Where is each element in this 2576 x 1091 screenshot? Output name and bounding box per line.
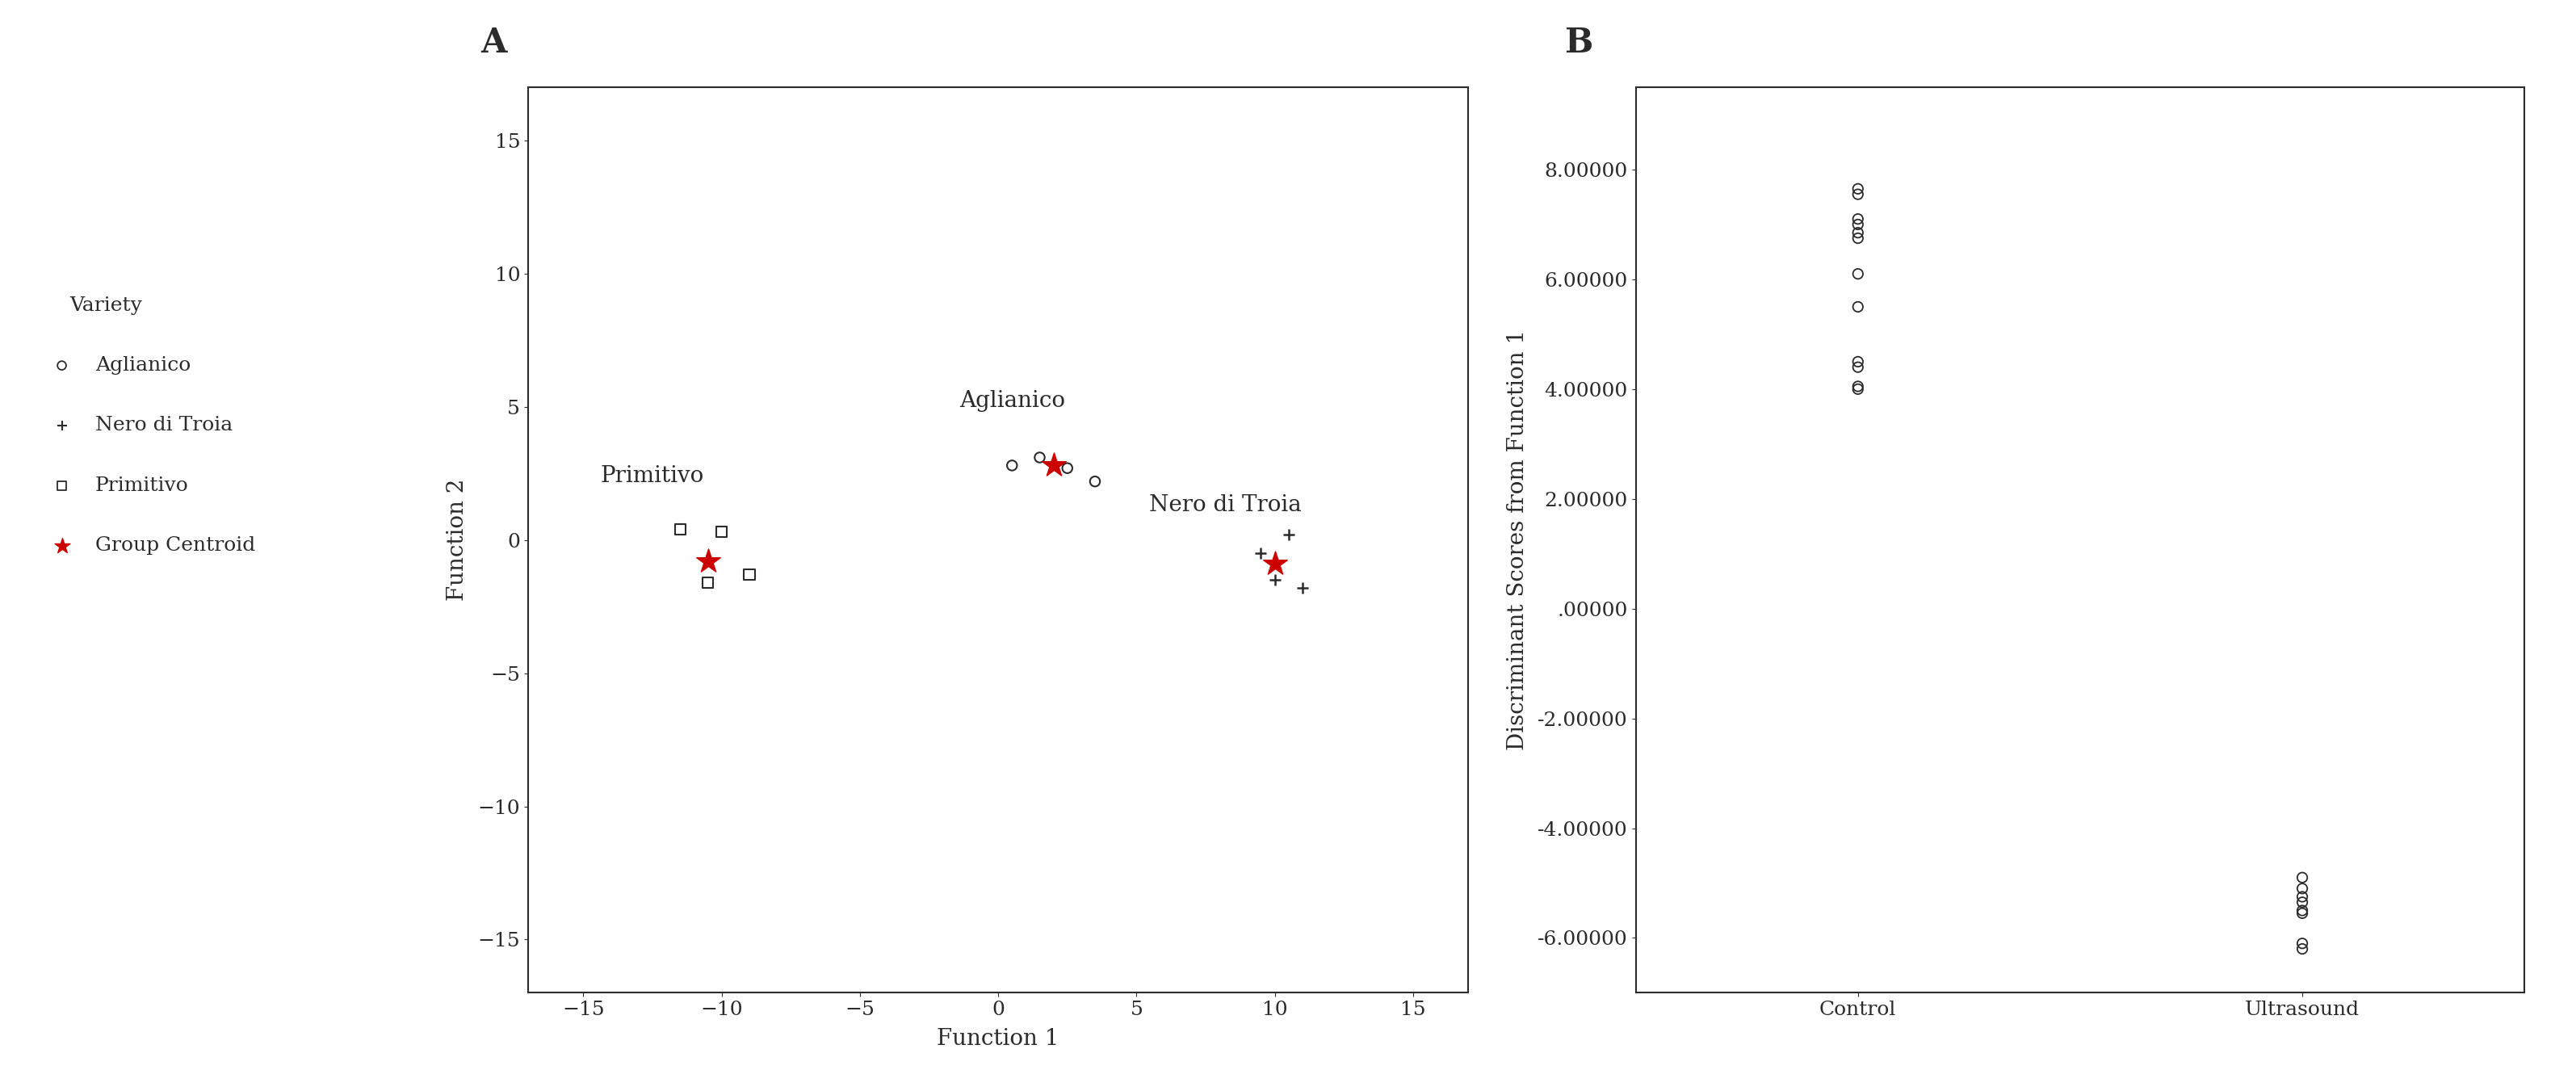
Point <box>2282 902 2324 920</box>
Point <box>1837 381 1878 398</box>
Point <box>1239 544 1280 562</box>
Point <box>2282 904 2324 922</box>
Text: Aglianico: Aglianico <box>95 356 191 375</box>
Point <box>1837 180 1878 197</box>
Point <box>1020 448 1061 466</box>
Point <box>41 417 82 434</box>
Point <box>1837 359 1878 376</box>
Point <box>41 357 82 374</box>
Point <box>701 524 742 541</box>
Text: Group Centroid: Group Centroid <box>95 536 255 555</box>
Point <box>659 520 701 538</box>
Point <box>2282 868 2324 886</box>
Point <box>41 537 82 554</box>
X-axis label: Function 1: Function 1 <box>938 1028 1059 1050</box>
Point <box>1837 229 1878 247</box>
Point <box>1837 298 1878 315</box>
Point <box>2282 888 2324 906</box>
Point <box>1267 526 1309 543</box>
Point <box>1837 353 1878 371</box>
Text: Primitivo: Primitivo <box>600 465 703 487</box>
Point <box>1074 472 1115 490</box>
Point <box>1837 216 1878 233</box>
Point <box>2282 935 2324 952</box>
Y-axis label: Discriminant Scores from Function 1: Discriminant Scores from Function 1 <box>1507 329 1528 751</box>
Point <box>688 553 729 571</box>
Text: A: A <box>482 26 507 60</box>
Text: Primitivo: Primitivo <box>95 476 188 495</box>
Point <box>1255 572 1296 589</box>
Point <box>2282 879 2324 897</box>
Point <box>1046 459 1087 477</box>
Point <box>992 457 1033 475</box>
Text: Aglianico: Aglianico <box>958 391 1064 412</box>
Text: Nero di Troia: Nero di Troia <box>95 416 232 435</box>
Point <box>1255 555 1296 573</box>
Text: Nero di Troia: Nero di Troia <box>1149 494 1301 516</box>
Text: B: B <box>1564 26 1592 60</box>
Text: Variety: Variety <box>70 296 142 315</box>
Y-axis label: Function 2: Function 2 <box>448 479 469 601</box>
Point <box>1837 211 1878 228</box>
Point <box>1837 377 1878 395</box>
Point <box>2282 940 2324 958</box>
Point <box>2282 894 2324 911</box>
Point <box>1033 457 1074 475</box>
Point <box>1283 579 1324 597</box>
Point <box>1837 185 1878 203</box>
Point <box>729 566 770 584</box>
Point <box>41 477 82 494</box>
Point <box>1837 265 1878 283</box>
Point <box>688 574 729 591</box>
Point <box>1837 224 1878 241</box>
